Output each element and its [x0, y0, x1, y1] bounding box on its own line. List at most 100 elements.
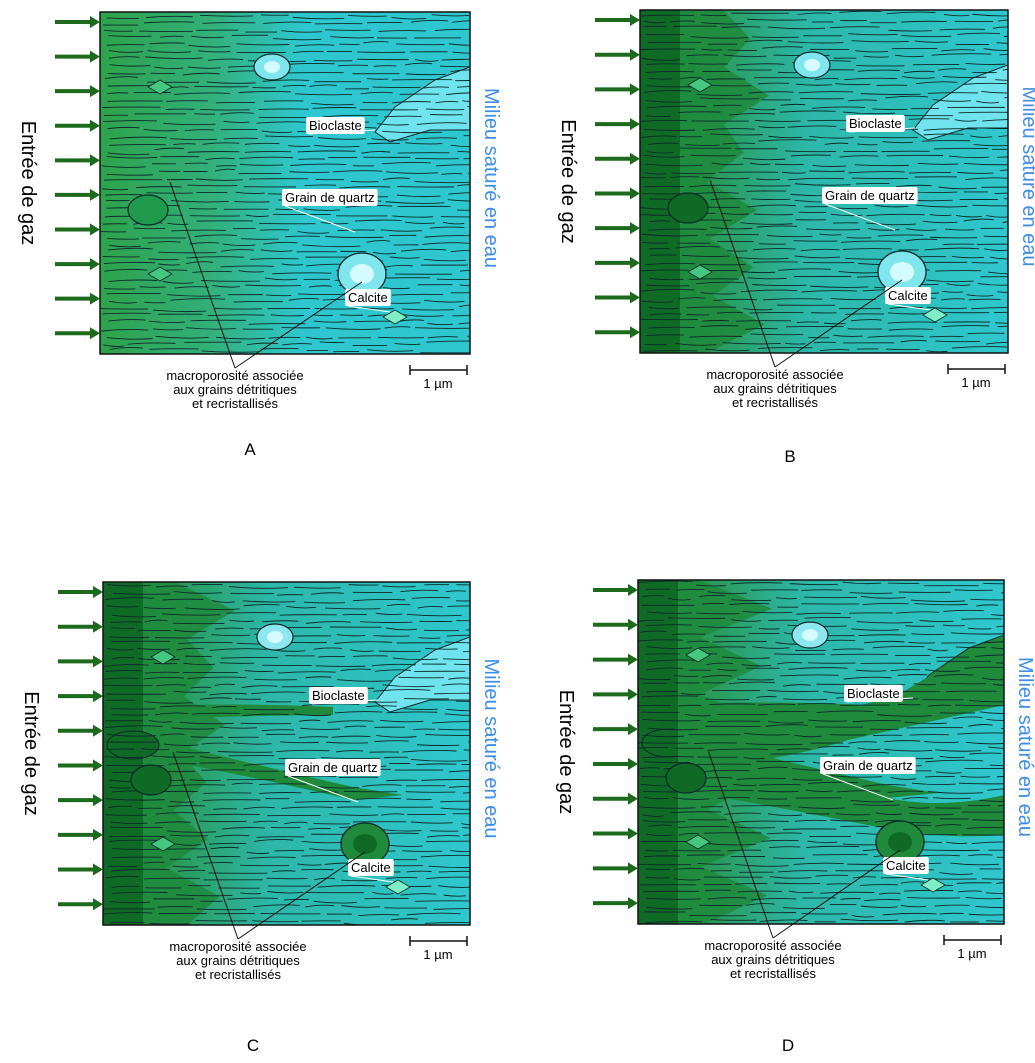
macroporosity-caption-1: macroporosité associée: [704, 938, 841, 953]
right-arrow-icon: [58, 863, 103, 876]
calcite-crystal: [922, 307, 948, 323]
grain-core: [264, 61, 280, 73]
rock-sample: [103, 582, 470, 925]
rock-sample: [640, 10, 1008, 353]
quartz-core: [888, 832, 912, 852]
detrital-rhomb: [687, 77, 713, 93]
right-arrow-icon: [595, 48, 640, 61]
right-arrow-icon: [58, 620, 103, 633]
quartz-core: [890, 262, 914, 282]
rock-sample: [100, 12, 470, 354]
macropore-pointer: [774, 279, 903, 368]
macroporosity-caption-2: aux grains détritiques: [713, 381, 837, 396]
scale-bar: 1 µm: [943, 935, 1002, 961]
calcite-crystal: [382, 309, 408, 325]
detrital-rhomb: [147, 79, 173, 95]
macroporosity-caption-2: aux grains détritiques: [173, 382, 297, 397]
right-arrow-icon: [55, 188, 100, 201]
macropore: [665, 762, 707, 794]
right-arrow-icon: [55, 154, 100, 167]
right-arrow-icon: [55, 327, 100, 340]
macropore-pointer: [237, 851, 366, 940]
grain-core: [804, 59, 820, 71]
right-arrow-icon: [595, 222, 640, 235]
right-arrow-icon: [595, 187, 640, 200]
bioclast-label: Bioclaste: [309, 118, 362, 133]
calcite-label: Calcite: [351, 860, 391, 875]
macropore: [130, 764, 172, 796]
detrital-rhomb: [685, 647, 711, 663]
right-arrow-icon: [58, 586, 103, 598]
right-arrow-icon: [595, 14, 640, 26]
right-arrow-icon: [595, 256, 640, 269]
gas-inlet-label: Entrée de gaz: [20, 691, 42, 816]
calcite-label-callout: Calcite: [883, 857, 929, 881]
scale-label: 1 µm: [423, 376, 452, 391]
bioclast-label-callout: Bioclaste: [846, 115, 916, 133]
macropore-pointer: [169, 181, 236, 369]
gas-inlet-label: Entrée de gaz: [17, 121, 39, 246]
bioclast-label: Bioclaste: [312, 688, 365, 703]
grain-core: [267, 631, 283, 643]
right-arrow-icon: [55, 50, 100, 63]
panel-b: Entrée de gaz Milieu saturé en eau Bioclas…: [557, 9, 1035, 466]
right-arrow-icon: [595, 83, 640, 96]
calcite-label: Calcite: [348, 290, 388, 305]
macroporosity-caption-2: aux grains détritiques: [711, 952, 835, 967]
quartz-grain-label: Grain de quartz: [823, 758, 913, 773]
scale-bar: 1 µm: [947, 364, 1006, 390]
gas-pathway-bioclast: [678, 635, 1004, 770]
bioclast-label: Bioclaste: [849, 116, 902, 131]
gas-inlet-arrows: [58, 586, 103, 911]
gas-channel-lower: [678, 735, 938, 798]
sample-frame: [639, 9, 1009, 354]
right-arrow-icon: [55, 119, 100, 132]
right-arrow-icon: [593, 792, 638, 805]
right-arrow-icon: [593, 897, 638, 910]
right-arrow-icon: [58, 898, 103, 911]
calcite-label: Calcite: [888, 288, 928, 303]
macropore-pointer: [772, 849, 901, 939]
macroporosity-caption-1: macroporosité associée: [706, 367, 843, 382]
calcite-label: Calcite: [886, 858, 926, 873]
gas-channel-lower: [143, 737, 403, 800]
gas-inlet-label: Entrée de gaz: [555, 690, 577, 815]
panel-d: Entrée de gaz Milieu saturé en eau Bioclas…: [555, 579, 1035, 1055]
right-arrow-icon: [595, 118, 640, 131]
detrital-rhomb: [687, 264, 713, 280]
right-arrow-icon: [595, 291, 640, 304]
right-arrow-icon: [55, 223, 100, 236]
panel-letter: B: [784, 447, 795, 466]
gas-inlet-arrows: [595, 14, 640, 339]
gas-pathway-quartz: [678, 740, 1004, 837]
gas-saturated-zone: [640, 10, 680, 353]
gas-inlet-arrows: [593, 584, 638, 910]
grain-core: [802, 629, 818, 641]
scale-label: 1 µm: [961, 375, 990, 390]
right-arrow-icon: [593, 723, 638, 736]
calcite-crystal: [385, 879, 411, 895]
rock-sample: [638, 580, 1004, 924]
right-arrow-icon: [58, 690, 103, 703]
right-arrow-icon: [595, 326, 640, 339]
right-arrow-icon: [593, 618, 638, 631]
panel-letter: A: [244, 440, 256, 459]
clay-lamellae: [638, 580, 1004, 924]
detrital-rhomb: [150, 836, 176, 852]
right-arrow-icon: [595, 152, 640, 165]
right-arrow-icon: [55, 85, 100, 98]
quartz-grain-label: Grain de quartz: [825, 188, 915, 203]
macroporosity-caption-2: aux grains détritiques: [176, 953, 300, 968]
quartz-grain-label-callout: Grain de quartz: [822, 187, 918, 231]
scale-bar: 1 µm: [409, 936, 468, 962]
panel-letter: C: [247, 1036, 259, 1055]
scale-label: 1 µm: [423, 947, 452, 962]
right-arrow-icon: [55, 258, 100, 271]
macroporosity-caption-3: et recristallisés: [192, 396, 278, 411]
water-medium-label: Milieu saturé en eau: [1014, 657, 1035, 837]
right-arrow-icon: [593, 653, 638, 666]
water-medium-label: Milieu saturé en eau: [480, 88, 502, 268]
bioclast-label-callout: Bioclaste: [844, 685, 914, 703]
scale-label: 1 µm: [957, 946, 986, 961]
right-arrow-icon: [58, 655, 103, 668]
